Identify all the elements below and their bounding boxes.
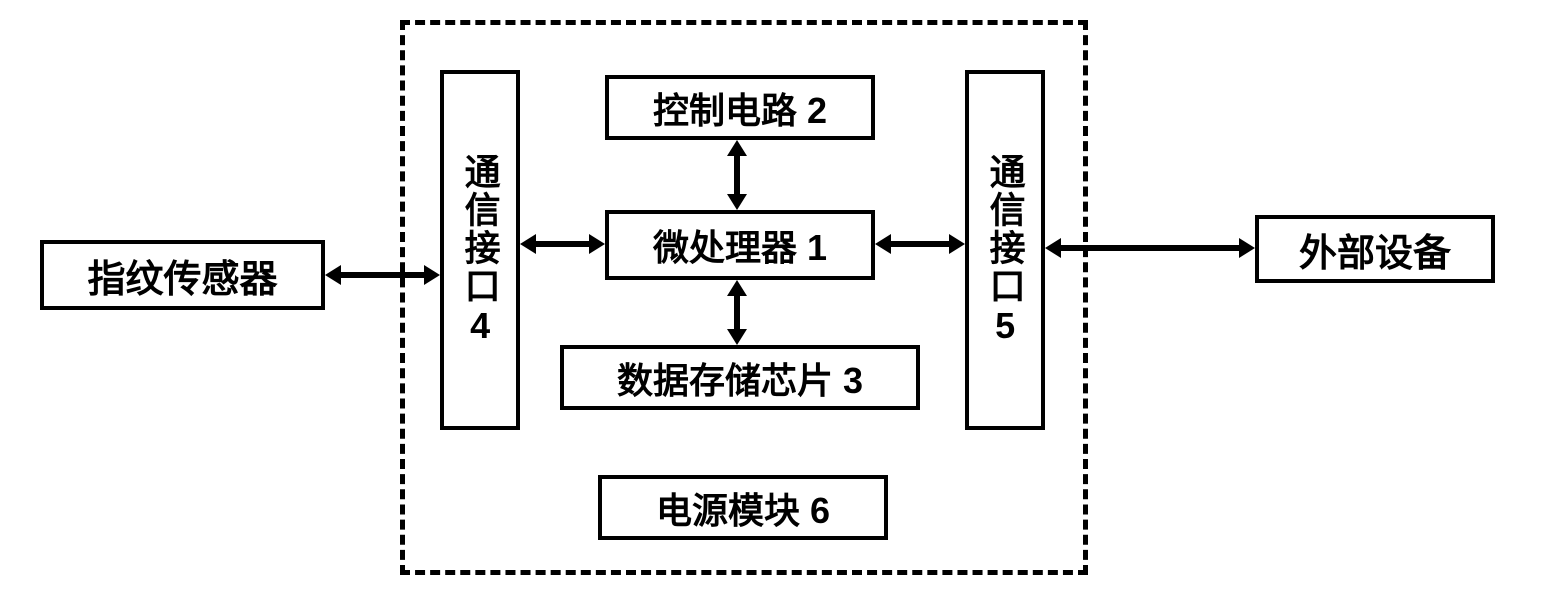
edge-sensor-comm4 bbox=[341, 272, 424, 278]
arrowhead-right-4 bbox=[1239, 238, 1255, 258]
node-fingerprint-sensor: 指纹传感器 bbox=[40, 240, 325, 310]
label-comm-interface-4: 通信接口4 bbox=[458, 153, 501, 348]
edge-control-micro bbox=[734, 156, 740, 194]
label-external-device: 外部设备 bbox=[1299, 222, 1451, 277]
arrowhead-down-2 bbox=[727, 329, 747, 345]
node-comm-interface-4: 通信接口4 bbox=[440, 70, 520, 430]
arrowhead-right-1 bbox=[424, 265, 440, 285]
node-external-device: 外部设备 bbox=[1255, 215, 1495, 283]
node-data-storage: 数据存储芯片 3 bbox=[560, 345, 920, 410]
label-fingerprint-sensor: 指纹传感器 bbox=[87, 248, 277, 303]
arrowhead-right-2 bbox=[589, 234, 605, 254]
arrowhead-left-4 bbox=[1045, 238, 1061, 258]
node-power-module: 电源模块 6 bbox=[598, 475, 888, 540]
arrowhead-up-2 bbox=[727, 280, 747, 296]
arrowhead-up-1 bbox=[727, 140, 747, 156]
arrowhead-left-1 bbox=[325, 265, 341, 285]
node-comm-interface-5: 通信接口5 bbox=[965, 70, 1045, 430]
node-microprocessor: 微处理器 1 bbox=[605, 210, 875, 280]
edge-micro-comm5 bbox=[891, 241, 949, 247]
arrowhead-right-3 bbox=[949, 234, 965, 254]
label-data-storage: 数据存储芯片 3 bbox=[617, 352, 863, 404]
arrowhead-left-2 bbox=[520, 234, 536, 254]
arrowhead-left-3 bbox=[875, 234, 891, 254]
label-control-circuit: 控制电路 2 bbox=[653, 82, 827, 134]
arrowhead-down-1 bbox=[727, 194, 747, 210]
node-control-circuit: 控制电路 2 bbox=[605, 75, 875, 140]
edge-micro-storage bbox=[734, 296, 740, 329]
edge-comm4-micro bbox=[536, 241, 589, 247]
edge-comm5-ext bbox=[1061, 245, 1239, 251]
label-power-module: 电源模块 6 bbox=[656, 482, 830, 534]
label-comm-interface-5: 通信接口5 bbox=[983, 153, 1026, 348]
label-microprocessor: 微处理器 1 bbox=[653, 219, 827, 271]
